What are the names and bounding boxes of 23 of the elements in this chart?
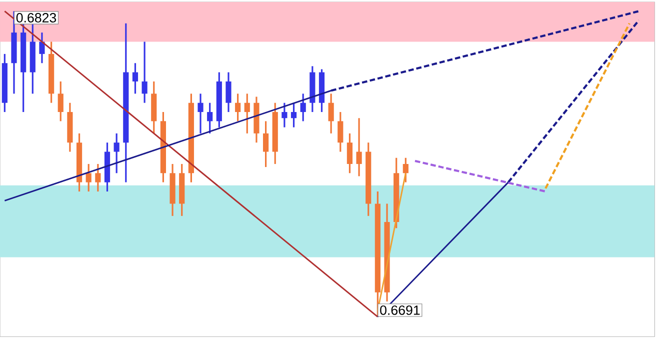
annotation: 0.6691 <box>380 305 420 315</box>
candlestick <box>39 32 45 64</box>
candlestick <box>244 92 250 134</box>
candlestick <box>402 157 408 184</box>
candlestick <box>226 71 232 113</box>
annotation: 0.6823 <box>16 13 56 22</box>
candlestick <box>328 92 334 134</box>
candlestick <box>356 117 362 177</box>
candlestick <box>142 40 148 104</box>
candlestick <box>262 120 269 168</box>
candlestick <box>58 80 64 122</box>
candlestick <box>338 111 344 153</box>
candlestick <box>132 62 138 94</box>
candlestick <box>235 92 241 122</box>
candlestick <box>300 92 306 122</box>
candlestick <box>114 132 120 174</box>
candlestick <box>198 92 204 134</box>
candlestick <box>346 132 353 174</box>
candlestick <box>86 163 92 192</box>
candlestick <box>282 102 288 128</box>
candlestick <box>207 102 213 134</box>
candlestick <box>290 102 297 128</box>
candlestick <box>95 163 101 192</box>
